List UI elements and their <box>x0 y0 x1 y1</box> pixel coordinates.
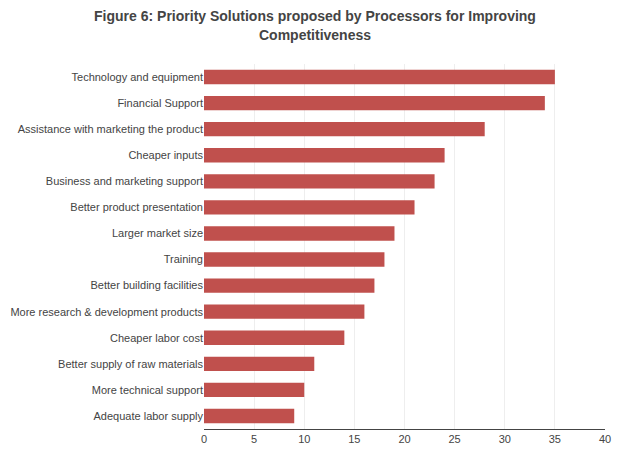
svg-text:35: 35 <box>549 433 561 445</box>
svg-text:Better product presentation: Better product presentation <box>70 201 203 213</box>
svg-text:Better building facilities: Better building facilities <box>90 279 203 291</box>
svg-text:5: 5 <box>251 433 257 445</box>
svg-text:Cheaper inputs: Cheaper inputs <box>128 149 203 161</box>
svg-text:10: 10 <box>298 433 310 445</box>
svg-text:Assistance with marketing the: Assistance with marketing the product <box>18 123 203 135</box>
svg-text:Better supply of raw materials: Better supply of raw materials <box>58 358 203 370</box>
svg-text:More research & development pr: More research & development products <box>10 306 203 318</box>
svg-text:30: 30 <box>499 433 511 445</box>
svg-text:Technology and equipment: Technology and equipment <box>72 71 203 83</box>
svg-text:25: 25 <box>449 433 461 445</box>
svg-text:Figure 6: Priority Solutions p: Figure 6: Priority Solutions proposed by… <box>94 8 536 42</box>
svg-text:Business and marketing support: Business and marketing support <box>46 175 203 187</box>
svg-text:20: 20 <box>398 433 410 445</box>
svg-text:Larger market size: Larger market size <box>112 227 203 239</box>
svg-text:Financial Support: Financial Support <box>117 97 203 109</box>
svg-text:40: 40 <box>599 433 611 445</box>
svg-text:Training: Training <box>164 253 203 265</box>
svg-text:Adequate labor supply: Adequate labor supply <box>94 410 204 422</box>
svg-text:More technical support: More technical support <box>92 384 203 396</box>
svg-text:0: 0 <box>201 433 207 445</box>
svg-text:15: 15 <box>348 433 360 445</box>
svg-text:Cheaper labor cost: Cheaper labor cost <box>110 332 203 344</box>
